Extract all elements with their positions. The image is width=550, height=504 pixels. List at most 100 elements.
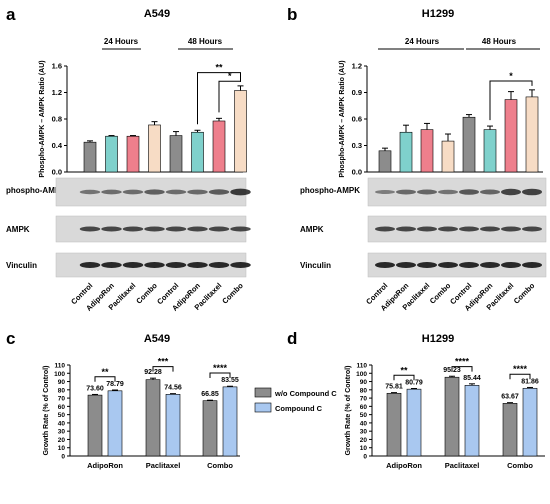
y-tick-label-c: 70	[58, 396, 66, 403]
x-category-label-c-2: Combo	[207, 461, 233, 470]
y-tick-label-c: 110	[55, 363, 66, 370]
y-axis-label-a: Phospho-AMPK – AMPK Ratio (AU)	[39, 60, 46, 177]
blot-band-a-2-3	[144, 262, 165, 268]
blot-band-a-2-6	[208, 262, 230, 268]
blot-band-b-1-2	[417, 226, 437, 232]
bar-d-0-1	[406, 388, 422, 457]
blot-band-a-1-1	[101, 226, 122, 232]
bar-c-1-0	[145, 379, 161, 457]
x-category-label-b-7: Combo	[512, 281, 537, 306]
significance-label-d-1: ****	[455, 357, 470, 367]
y-tick-label-d: 90	[360, 379, 368, 386]
value-label-c-0-1: 78.79	[106, 381, 124, 388]
x-category-label-a-7: Combo	[220, 281, 245, 306]
legend-label-0: w/o Compound C	[274, 389, 337, 398]
blot-band-a-1-0	[79, 226, 101, 232]
blot-band-b-2-2	[417, 262, 437, 268]
blot-band-a-0-2	[122, 189, 144, 195]
x-category-label-d-1: Paclitaxel	[445, 461, 480, 470]
bar-c-0-0	[87, 394, 103, 457]
bar-c-1-1	[165, 394, 181, 457]
time-label-24h-a: 24 Hours	[104, 37, 139, 46]
blot-band-b-0-0	[375, 190, 395, 194]
blot-band-a-1-6	[208, 226, 230, 232]
significance-bracket-d-1	[451, 366, 473, 372]
significance-bracket-c-0	[94, 376, 116, 382]
bar-c-2-0	[202, 400, 218, 457]
y-tick-label-d: 50	[360, 412, 368, 419]
bar-b-6	[504, 99, 518, 173]
blot-band-b-0-3	[438, 189, 458, 195]
bar-b-4	[462, 116, 476, 173]
significance-bracket-a-1	[218, 80, 241, 113]
blot-label-phospho-ampk-a: phospho-AMPK	[6, 186, 66, 195]
bar-a-1	[105, 135, 118, 173]
blot-band-b-1-4	[459, 226, 479, 232]
y-tick-label-d: 60	[360, 404, 368, 411]
panel-title-b: H1299	[422, 8, 454, 20]
y-tick-label-a: 1.2	[52, 88, 62, 97]
y-tick-label-d: 0	[363, 454, 367, 461]
significance-label-c-1: ***	[158, 357, 169, 367]
blot-band-a-2-7	[230, 262, 251, 268]
y-tick-label-c: 0	[61, 454, 65, 461]
blot-band-a-0-5	[187, 189, 208, 195]
x-category-label-d-2: Combo	[507, 461, 533, 470]
y-tick-label-a: 0.0	[52, 168, 62, 177]
x-category-label-d-0: AdipoRon	[386, 461, 422, 470]
blot-band-a-1-4	[165, 226, 187, 232]
blot-band-b-2-7	[522, 262, 542, 268]
bar-d-1-1	[464, 385, 480, 457]
significance-label-d-0: **	[400, 365, 408, 375]
y-tick-label-c: 30	[58, 429, 66, 436]
value-label-d-1-1: 85.44	[463, 375, 481, 382]
value-label-c-2-1: 83.55	[221, 377, 239, 384]
value-label-c-1-0: 92.28	[144, 369, 162, 376]
y-tick-label-c: 10	[58, 445, 66, 452]
bar-b-1	[399, 131, 413, 173]
value-label-c-1-1: 74.56	[164, 385, 182, 392]
blot-band-a-2-0	[79, 262, 101, 268]
blot-band-a-2-5	[187, 262, 208, 268]
y-axis-label-d: Growth Rate (% of Control)	[345, 366, 352, 456]
panel-letter-b: b	[287, 5, 297, 24]
bar-d-2-0	[502, 403, 518, 457]
y-tick-label-d: 20	[360, 437, 368, 444]
value-label-c-0-0: 73.60	[86, 385, 104, 392]
blot-band-b-2-5	[480, 262, 500, 268]
blot-band-b-2-6	[501, 262, 521, 268]
blot-band-b-2-4	[459, 262, 479, 268]
bar-a-5	[191, 131, 204, 173]
significance-label-a-0: **	[215, 63, 223, 73]
blot-band-a-2-2	[122, 262, 144, 268]
significance-label-b-0: *	[509, 71, 513, 81]
blot-band-a-2-1	[101, 262, 122, 268]
blot-band-b-1-5	[480, 226, 500, 232]
y-tick-label-d: 100	[356, 371, 367, 378]
blot-band-b-1-1	[396, 226, 416, 232]
y-tick-label-a: 0.8	[52, 115, 62, 124]
blot-band-b-2-0	[375, 262, 395, 268]
value-label-d-2-0: 63.67	[501, 394, 519, 401]
significance-bracket-d-0	[393, 374, 415, 381]
time-label-48h-a: 48 Hours	[188, 37, 223, 46]
bar-c-0-1	[107, 390, 123, 457]
y-axis-label-b: Phospho-AMPK – AMPK Ratio (AU)	[339, 60, 346, 177]
y-tick-label-c: 90	[58, 379, 66, 386]
bar-c-2-1	[222, 386, 238, 457]
y-tick-label-b: 1.2	[352, 62, 362, 71]
blot-label-vinculin-b: Vinculin	[300, 261, 331, 270]
y-tick-label-c: 100	[54, 371, 65, 378]
significance-label-c-0: **	[101, 367, 109, 377]
blot-band-b-2-1	[396, 262, 416, 268]
x-category-label-a-3: Combo	[134, 281, 159, 306]
value-label-d-0-0: 75.81	[385, 384, 403, 391]
y-tick-label-c: 50	[58, 412, 66, 419]
blot-band-b-0-6	[501, 188, 521, 196]
y-tick-label-c: 40	[58, 420, 66, 427]
blot-band-b-1-6	[501, 226, 521, 232]
blot-band-a-2-4	[165, 262, 187, 268]
significance-label-a-1: *	[228, 71, 232, 81]
